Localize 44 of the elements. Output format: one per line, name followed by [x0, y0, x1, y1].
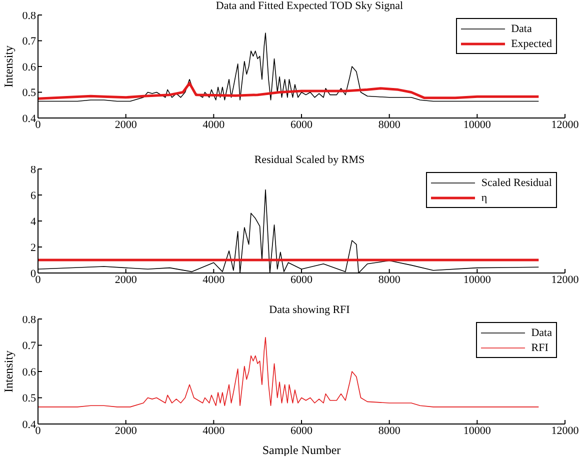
x-tick-label: 8000 — [378, 274, 401, 286]
y-tick-label: 0.4 — [22, 418, 36, 431]
x-tick-label: 4000 — [202, 424, 226, 437]
legend-label: η — [481, 192, 488, 204]
x-tick-label: 10000 — [463, 274, 492, 286]
y-tick-label: 8 — [30, 164, 36, 176]
legend-label: Data — [531, 326, 552, 338]
legend-label: RFI — [531, 342, 548, 354]
x-tick-label: 8000 — [378, 424, 401, 437]
y-tick-label: 0.8 — [22, 10, 36, 22]
chart-title: Data and Fitted Expected TOD Sky Signal — [216, 0, 404, 12]
y-axis-title: Intensity — [1, 350, 16, 392]
x-tick-label: 6000 — [290, 274, 313, 286]
y-tick-label: 0.5 — [22, 392, 36, 405]
y-tick-label: 4 — [30, 216, 36, 228]
x-tick-label: 12000 — [551, 274, 580, 286]
y-tick-label: 6 — [30, 190, 36, 202]
line-series — [38, 82, 540, 100]
legend-label: Data — [511, 22, 532, 34]
x-tick-label: 2000 — [114, 424, 138, 437]
y-axis-title: Intensity — [1, 46, 16, 88]
x-tick-label: 6000 — [290, 424, 313, 437]
x-tick-label: 2000 — [114, 118, 138, 131]
x-tick-label: 4000 — [202, 118, 226, 131]
y-tick-label: 0.6 — [22, 366, 36, 378]
y-tick-label: 0.7 — [22, 340, 36, 352]
x-tick-label: 12000 — [551, 424, 580, 437]
x-tick-label: 10000 — [463, 424, 492, 437]
chart-title: Data showing RFI — [269, 304, 350, 316]
y-tick-label: 0.7 — [22, 36, 36, 48]
y-tick-label: 0.8 — [22, 314, 36, 326]
x-tick-label: 6000 — [290, 118, 313, 131]
y-tick-label: 2 — [30, 242, 36, 254]
legend-label: Scaled Residual — [481, 176, 552, 188]
legend-label: Expected — [511, 38, 552, 50]
x-tick-label: 12000 — [551, 118, 580, 131]
y-tick-label: 0.4 — [22, 112, 36, 125]
chart-title: Residual Scaled by RMS — [254, 154, 365, 166]
y-tick-label: 0.6 — [22, 61, 36, 74]
y-tick-label: 0.5 — [22, 87, 36, 100]
x-tick-label: 10000 — [463, 118, 492, 131]
x-tick-label: 4000 — [202, 274, 226, 286]
x-tick-label: 2000 — [114, 274, 138, 286]
x-tick-label: 8000 — [378, 118, 401, 131]
